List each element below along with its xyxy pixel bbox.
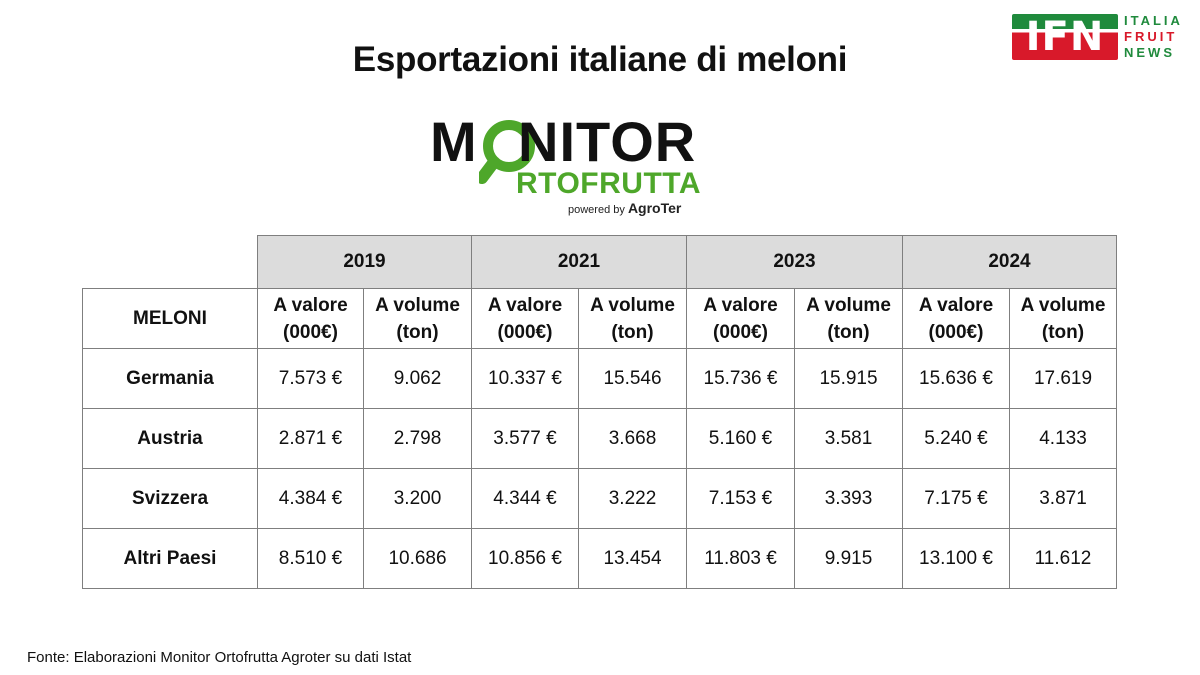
ifn-logo: IFN ITALIA FRUIT NEWS xyxy=(1012,13,1192,62)
logo-powered-prefix: powered by xyxy=(568,204,625,216)
logo-powered-by: powered by AgroTer xyxy=(568,200,681,216)
monitor-ortofrutta-logo: M NITOR RTOFRUTTA powered by AgroTer xyxy=(430,112,775,217)
value-cell: 4.344 € xyxy=(471,468,579,529)
volume-subheader: A volume (ton) xyxy=(1009,288,1117,349)
volume-subheader: A volume (ton) xyxy=(578,288,687,349)
subheader-line: A valore xyxy=(273,294,348,316)
logo-letter-m: M xyxy=(430,110,477,173)
subheader-line: (ton) xyxy=(827,321,870,343)
country-label: Altri Paesi xyxy=(82,528,258,589)
volume-cell: 4.133 xyxy=(1009,408,1117,469)
value-cell: 4.384 € xyxy=(257,468,364,529)
value-subheader: A valore (000€) xyxy=(686,288,795,349)
page-title: Esportazioni italiane di meloni xyxy=(352,40,848,79)
subheader-line: (ton) xyxy=(1041,321,1085,343)
corner-label: MELONI xyxy=(82,288,258,349)
volume-cell: 9.915 xyxy=(794,528,903,589)
subheader-line: A valore xyxy=(487,294,563,316)
value-cell: 15.736 € xyxy=(686,348,795,409)
value-cell: 5.240 € xyxy=(902,408,1010,469)
subheader-line: A valore xyxy=(703,294,778,316)
country-label: Germania xyxy=(82,348,258,409)
logo-powered-brand: AgroTer xyxy=(627,200,682,216)
value-cell: 7.573 € xyxy=(257,348,364,409)
country-label: Austria xyxy=(82,408,258,469)
value-cell: 5.160 € xyxy=(686,408,795,469)
country-label: Svizzera xyxy=(82,468,258,529)
subheader-line: (ton) xyxy=(396,321,439,343)
table-row: Germania 7.573 € 9.062 10.337 € 15.546 1… xyxy=(82,348,1117,409)
ifn-logo-line-1: ITALIA xyxy=(1124,13,1183,28)
volume-cell: 3.668 xyxy=(578,408,687,469)
volume-cell: 2.798 xyxy=(363,408,472,469)
volume-subheader: A volume (ton) xyxy=(363,288,472,349)
subheader-line: A volume xyxy=(375,294,460,316)
volume-cell: 3.581 xyxy=(794,408,903,469)
export-table: 2019 2021 2023 2024 MELONI A valore (000€… xyxy=(82,235,1117,589)
table-row: Svizzera 4.384 € 3.200 4.344 € 3.222 7.1… xyxy=(82,468,1117,529)
subheader-line: (000€) xyxy=(283,321,338,343)
value-subheader: A valore (000€) xyxy=(257,288,364,349)
subheader-line: A volume xyxy=(1020,294,1106,316)
logo-word-ortofrutta: RTOFRUTTA xyxy=(516,167,702,200)
subheader-line: (ton) xyxy=(611,321,654,343)
magnifier-icon xyxy=(479,120,535,184)
value-cell: 8.510 € xyxy=(257,528,364,589)
value-cell: 11.803 € xyxy=(686,528,795,589)
volume-cell: 13.454 xyxy=(578,528,687,589)
volume-cell: 3.200 xyxy=(363,468,472,529)
year-header: 2019 xyxy=(257,235,472,289)
value-cell: 13.100 € xyxy=(902,528,1010,589)
subheader-line: A volume xyxy=(806,294,891,316)
year-header: 2023 xyxy=(686,235,903,289)
subheader-line: A volume xyxy=(590,294,675,316)
volume-cell: 10.686 xyxy=(363,528,472,589)
table-row: Altri Paesi 8.510 € 10.686 10.856 € 13.4… xyxy=(82,528,1117,589)
subheader-line: (000€) xyxy=(713,321,768,343)
value-cell: 7.153 € xyxy=(686,468,795,529)
ifn-logo-letters: IFN xyxy=(1025,14,1105,60)
value-cell: 15.636 € xyxy=(902,348,1010,409)
subheader-line: A valore xyxy=(918,294,994,316)
value-cell: 7.175 € xyxy=(902,468,1010,529)
ifn-logo-line-3: NEWS xyxy=(1124,45,1175,60)
empty-corner-cell xyxy=(83,236,258,289)
value-cell: 10.337 € xyxy=(471,348,579,409)
year-header: 2021 xyxy=(471,235,687,289)
value-subheader: A valore (000€) xyxy=(471,288,579,349)
year-header: 2024 xyxy=(902,235,1117,289)
subheader-row: MELONI A valore (000€) A volume (ton) A va… xyxy=(82,288,1117,349)
value-cell: 2.871 € xyxy=(257,408,364,469)
subheader-line: (000€) xyxy=(928,321,984,343)
year-header-row: 2019 2021 2023 2024 xyxy=(83,235,1117,289)
volume-subheader: A volume (ton) xyxy=(794,288,903,349)
logo-word-nitor: NITOR xyxy=(518,110,697,173)
volume-cell: 17.619 xyxy=(1009,348,1117,409)
table-row: Austria 2.871 € 2.798 3.577 € 3.668 5.16… xyxy=(82,408,1117,469)
ifn-logo-words: ITALIA FRUIT NEWS xyxy=(1124,13,1183,61)
volume-cell: 11.612 xyxy=(1009,528,1117,589)
volume-cell: 15.546 xyxy=(578,348,687,409)
volume-cell: 3.393 xyxy=(794,468,903,529)
value-cell: 10.856 € xyxy=(471,528,579,589)
ifn-logo-flag xyxy=(1012,14,1118,60)
subheader-line: (000€) xyxy=(497,321,553,343)
value-cell: 3.577 € xyxy=(471,408,579,469)
volume-cell: 3.222 xyxy=(578,468,687,529)
value-subheader: A valore (000€) xyxy=(902,288,1010,349)
ifn-logo-line-2: FRUIT xyxy=(1124,29,1178,44)
source-note: Fonte: Elaborazioni Monitor Ortofrutta A… xyxy=(27,649,412,666)
volume-cell: 15.915 xyxy=(794,348,903,409)
volume-cell: 3.871 xyxy=(1009,468,1117,529)
volume-cell: 9.062 xyxy=(363,348,472,409)
